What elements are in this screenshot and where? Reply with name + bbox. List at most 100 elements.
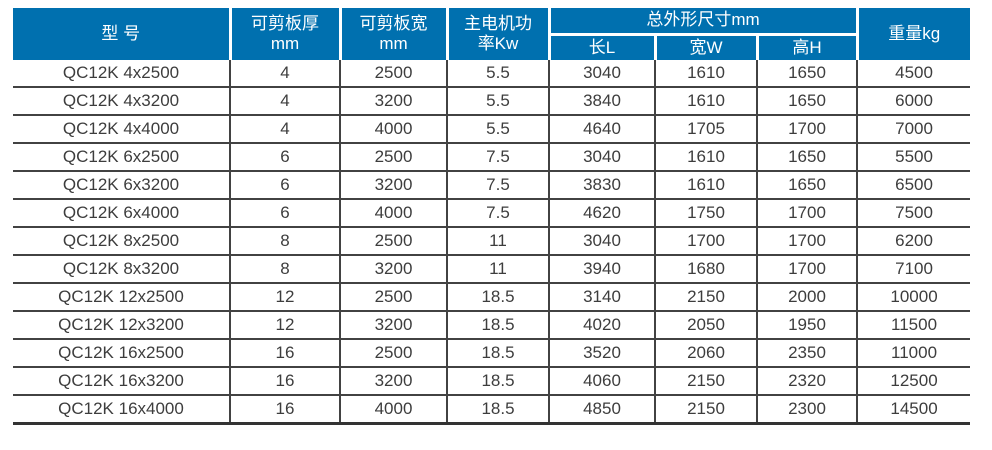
table-body: QC12K 4x2500 4 2500 5.5 3040 1610 1650 4500 QC12…	[13, 60, 971, 425]
value-cell: 1650	[755, 60, 858, 88]
model-cell: QC12K 8x3200	[13, 255, 230, 284]
value-cell: 3840	[548, 87, 655, 116]
value-cell: 2500	[339, 143, 447, 172]
value-cell: 2500	[339, 60, 447, 88]
value-cell: 4	[229, 60, 340, 88]
value-cell: 16	[229, 339, 340, 368]
value-cell: 8	[229, 227, 340, 256]
value-cell: 2500	[339, 227, 447, 256]
value-cell: 4640	[548, 115, 655, 144]
value-cell: 18.5	[446, 367, 549, 396]
value-cell: 3830	[548, 171, 655, 200]
value-cell: 6	[229, 171, 340, 200]
header-cut-width-unit: mm	[379, 34, 408, 53]
value-cell: 3200	[339, 367, 447, 396]
value-cell: 4	[229, 115, 340, 144]
header-dim-height: 高H	[755, 32, 858, 60]
header-dim-length: 长L	[549, 32, 657, 60]
value-cell: 1750	[654, 199, 757, 228]
value-cell: 18.5	[446, 311, 549, 340]
table-header: 型 号 可剪板厚 mm 可剪板宽 mm 主电机功 率Kw 总外形尺寸mm 重量k…	[13, 8, 971, 60]
value-cell: 8	[229, 255, 340, 284]
value-cell: 11500	[856, 311, 971, 340]
model-cell: QC12K 4x4000	[13, 115, 230, 144]
header-power: 主电机功 率Kw	[445, 8, 551, 60]
value-cell: 2150	[654, 367, 757, 396]
value-cell: 4850	[548, 395, 655, 425]
value-cell: 7100	[856, 255, 971, 284]
table-row: QC12K 12x2500 12 2500 18.5 3140 2150 2000 10000	[13, 283, 971, 312]
value-cell: 3040	[548, 143, 655, 172]
value-cell: 1700	[755, 227, 858, 256]
value-cell: 1650	[755, 143, 858, 172]
value-cell: 6500	[856, 171, 971, 200]
model-cell: QC12K 4x3200	[13, 87, 230, 116]
value-cell: 2050	[654, 311, 757, 340]
table-row: QC12K 4x2500 4 2500 5.5 3040 1610 1650 4500	[13, 60, 971, 88]
value-cell: 1650	[755, 87, 858, 116]
value-cell: 4620	[548, 199, 655, 228]
model-cell: QC12K 4x2500	[13, 60, 230, 88]
value-cell: 7.5	[446, 199, 549, 228]
value-cell: 1700	[755, 255, 858, 284]
spec-table: 型 号 可剪板厚 mm 可剪板宽 mm 主电机功 率Kw 总外形尺寸mm 重量k…	[13, 8, 971, 425]
value-cell: 18.5	[446, 395, 549, 425]
value-cell: 1700	[654, 227, 757, 256]
value-cell: 3200	[339, 311, 447, 340]
table-row: QC12K 4x3200 4 3200 5.5 3840 1610 1650 6000	[13, 87, 971, 116]
value-cell: 3520	[548, 339, 655, 368]
header-thickness-unit: mm	[270, 34, 300, 53]
value-cell: 1650	[755, 171, 858, 200]
header-thickness: 可剪板厚 mm	[228, 8, 342, 60]
value-cell: 7000	[856, 115, 971, 144]
value-cell: 2060	[654, 339, 757, 368]
table-row: QC12K 16x2500 16 2500 18.5 3520 2060 2350 11000	[13, 339, 971, 368]
header-power-label-line1: 主电机功	[464, 13, 532, 33]
table-row: QC12K 6x4000 6 4000 7.5 4620 1750 1700 7500	[13, 199, 971, 228]
spec-table-container: 型 号 可剪板厚 mm 可剪板宽 mm 主电机功 率Kw 总外形尺寸mm 重量k…	[13, 8, 971, 425]
value-cell: 3040	[548, 227, 655, 256]
value-cell: 5.5	[446, 115, 549, 144]
value-cell: 1610	[654, 60, 757, 88]
value-cell: 16	[229, 395, 340, 425]
model-cell: QC12K 8x2500	[13, 227, 230, 256]
value-cell: 16	[229, 367, 340, 396]
value-cell: 11	[446, 227, 549, 256]
header-cut-width-label: 可剪板宽	[359, 13, 428, 33]
table-row: QC12K 8x3200 8 3200 11 3940 1680 1700 7100	[13, 255, 971, 284]
value-cell: 3200	[339, 171, 447, 200]
value-cell: 2150	[654, 395, 757, 425]
value-cell: 12500	[856, 367, 971, 396]
model-cell: QC12K 16x3200	[13, 367, 230, 396]
header-cut-width: 可剪板宽 mm	[338, 8, 449, 60]
table-row: QC12K 6x2500 6 2500 7.5 3040 1610 1650 5500	[13, 143, 971, 172]
value-cell: 6	[229, 199, 340, 228]
value-cell: 4	[229, 87, 340, 116]
value-cell: 2320	[755, 367, 858, 396]
value-cell: 1610	[654, 171, 757, 200]
header-thickness-label: 可剪板厚	[251, 13, 319, 33]
value-cell: 7.5	[446, 171, 549, 200]
value-cell: 7500	[856, 199, 971, 228]
value-cell: 1700	[755, 115, 858, 144]
value-cell: 6	[229, 143, 340, 172]
table-row: QC12K 16x3200 16 3200 18.5 4060 2150 2320 12500	[13, 367, 971, 396]
value-cell: 7.5	[446, 143, 549, 172]
value-cell: 12	[229, 283, 340, 312]
model-cell: QC12K 6x4000	[13, 199, 230, 228]
value-cell: 18.5	[446, 339, 549, 368]
model-cell: QC12K 12x2500	[13, 283, 230, 312]
header-model: 型 号	[13, 8, 232, 60]
value-cell: 3200	[339, 255, 447, 284]
value-cell: 6200	[856, 227, 971, 256]
table-row: QC12K 8x2500 8 2500 11 3040 1700 1700 6200	[13, 227, 971, 256]
model-cell: QC12K 16x2500	[13, 339, 230, 368]
table-row: QC12K 12x3200 12 3200 18.5 4020 2050 1950 11500	[13, 311, 971, 340]
value-cell: 2150	[654, 283, 757, 312]
value-cell: 1610	[654, 143, 757, 172]
value-cell: 5.5	[446, 87, 549, 116]
value-cell: 3040	[548, 60, 655, 88]
value-cell: 4020	[548, 311, 655, 340]
value-cell: 11000	[856, 339, 971, 368]
value-cell: 12	[229, 311, 340, 340]
